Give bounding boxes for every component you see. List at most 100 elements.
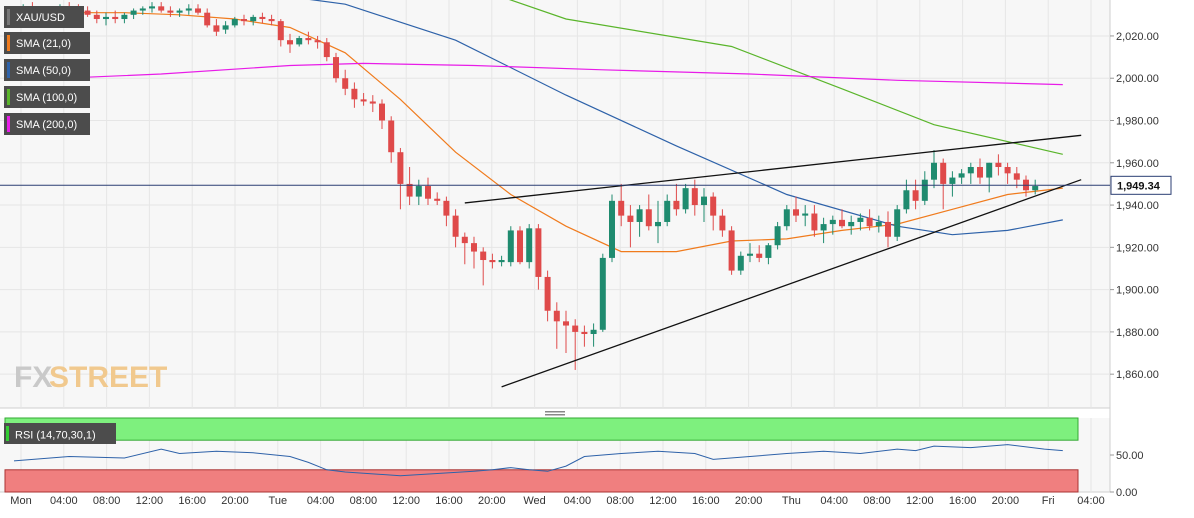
candle[interactable]: [415, 179, 422, 206]
candle[interactable]: [783, 205, 790, 231]
candle[interactable]: [130, 8, 137, 20]
candle[interactable]: [655, 200, 661, 244]
legend-item[interactable]: SMA (200,0): [4, 113, 90, 135]
candle[interactable]: [323, 38, 330, 62]
candle[interactable]: [627, 205, 634, 248]
pane-resize-handle-line[interactable]: [545, 414, 565, 416]
candle[interactable]: [461, 232, 468, 265]
candle[interactable]: [507, 226, 514, 267]
candle[interactable]: [471, 236, 477, 269]
candle[interactable]: [517, 226, 523, 265]
candle[interactable]: [756, 245, 763, 263]
candle[interactable]: [314, 35, 321, 49]
candle[interactable]: [241, 14, 247, 26]
candle[interactable]: [636, 205, 643, 237]
candle[interactable]: [793, 196, 799, 222]
candle[interactable]: [747, 243, 753, 263]
candle[interactable]: [958, 169, 965, 184]
candle[interactable]: [728, 226, 735, 275]
legend-item[interactable]: SMA (21,0): [4, 32, 90, 54]
candle[interactable]: [369, 95, 376, 113]
candle[interactable]: [287, 33, 293, 53]
candle[interactable]: [231, 16, 238, 28]
candle[interactable]: [121, 12, 128, 24]
candle[interactable]: [397, 147, 404, 210]
candle[interactable]: [360, 93, 367, 106]
candle[interactable]: [774, 221, 781, 250]
legend-item[interactable]: SMA (50,0): [4, 59, 90, 81]
candle[interactable]: [967, 162, 974, 184]
candle[interactable]: [885, 211, 891, 248]
candle[interactable]: [333, 52, 339, 83]
candle[interactable]: [894, 205, 901, 241]
candle[interactable]: [765, 243, 772, 265]
candle[interactable]: [305, 31, 312, 45]
rsi-label[interactable]: RSI (14,70,30,1): [4, 423, 116, 444]
candle[interactable]: [802, 205, 809, 227]
candle[interactable]: [931, 150, 937, 189]
candle[interactable]: [664, 194, 671, 227]
candle[interactable]: [388, 116, 395, 163]
candle[interactable]: [553, 302, 560, 349]
candle[interactable]: [406, 167, 413, 206]
candle[interactable]: [673, 183, 680, 216]
candle[interactable]: [167, 6, 174, 17]
candle[interactable]: [829, 215, 836, 235]
candle[interactable]: [535, 224, 542, 290]
candle[interactable]: [682, 183, 689, 214]
candle[interactable]: [599, 253, 606, 332]
candle[interactable]: [526, 224, 533, 269]
candle[interactable]: [443, 196, 450, 227]
candle[interactable]: [563, 310, 569, 354]
candle[interactable]: [425, 177, 431, 206]
candle[interactable]: [195, 4, 201, 15]
candle[interactable]: [572, 319, 579, 370]
candle[interactable]: [737, 251, 744, 275]
candle[interactable]: [1013, 167, 1020, 189]
candle[interactable]: [912, 179, 919, 210]
candle[interactable]: [204, 8, 211, 28]
candle[interactable]: [940, 158, 947, 210]
candle[interactable]: [590, 323, 597, 347]
candle[interactable]: [489, 253, 496, 269]
candle[interactable]: [158, 2, 165, 13]
candle[interactable]: [921, 171, 928, 206]
candle[interactable]: [645, 194, 652, 231]
trendline-upper[interactable]: [464, 134, 1082, 204]
candle[interactable]: [103, 12, 109, 26]
candle[interactable]: [213, 19, 220, 36]
candle[interactable]: [875, 215, 882, 233]
candle[interactable]: [820, 217, 827, 244]
candle[interactable]: [342, 69, 349, 96]
candle[interactable]: [93, 10, 100, 24]
candle[interactable]: [1004, 162, 1011, 184]
candle[interactable]: [581, 325, 588, 347]
candle[interactable]: [185, 4, 192, 15]
candle[interactable]: [839, 209, 845, 229]
candle[interactable]: [949, 171, 956, 197]
candle[interactable]: [268, 14, 275, 26]
candle[interactable]: [176, 8, 183, 17]
candle[interactable]: [857, 213, 864, 231]
candle[interactable]: [848, 215, 855, 235]
candle[interactable]: [351, 82, 358, 108]
candle[interactable]: [811, 205, 818, 237]
candle[interactable]: [480, 247, 487, 286]
trendline-lower[interactable]: [501, 179, 1082, 388]
candle[interactable]: [277, 19, 284, 47]
candle[interactable]: [609, 194, 615, 263]
candle[interactable]: [866, 209, 873, 231]
candle[interactable]: [379, 99, 385, 129]
candle[interactable]: [149, 2, 155, 13]
candle[interactable]: [84, 6, 91, 17]
candle[interactable]: [1032, 179, 1039, 195]
candle[interactable]: [544, 270, 551, 322]
candle[interactable]: [618, 183, 625, 227]
candle[interactable]: [250, 14, 257, 26]
candle[interactable]: [701, 188, 707, 222]
candle[interactable]: [986, 162, 993, 193]
candle[interactable]: [710, 192, 717, 231]
candle[interactable]: [498, 255, 505, 267]
candle[interactable]: [452, 209, 459, 248]
